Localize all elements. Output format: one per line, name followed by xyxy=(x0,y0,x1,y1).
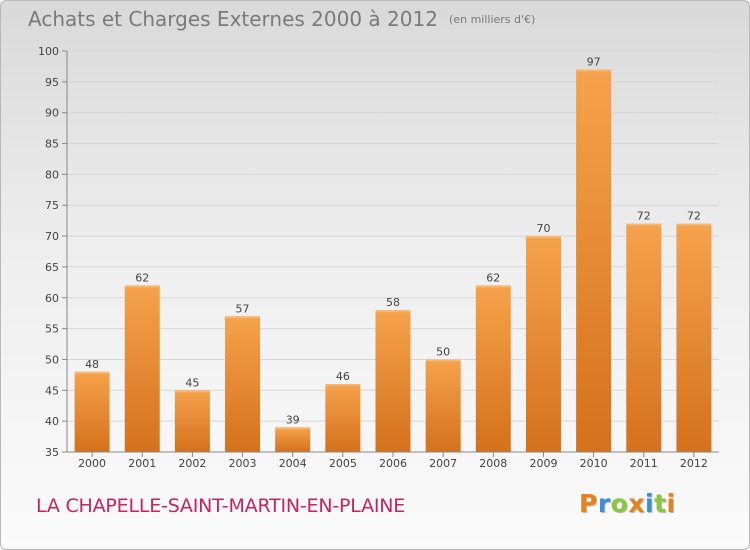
y-axis-ticks: 35 40 45 50 55 60 65 70 75 80 85 90 95 100 xyxy=(38,45,67,459)
bar-2003 xyxy=(225,316,261,452)
data-label-2009: 70 xyxy=(536,222,550,235)
y-tick-label: 90 xyxy=(45,107,59,120)
y-tick-label: 85 xyxy=(45,138,59,151)
bars xyxy=(74,69,712,452)
bar-2004 xyxy=(275,427,311,452)
bar-top-highlight xyxy=(174,390,210,393)
x-tick-label: 2002 xyxy=(178,457,206,470)
data-label-2007: 50 xyxy=(436,345,450,358)
logo-letter: r xyxy=(597,489,611,518)
x-tick-label: 2005 xyxy=(329,457,357,470)
y-tick-label: 100 xyxy=(38,45,59,58)
x-tick-label: 2003 xyxy=(229,457,257,470)
logo-letter: i xyxy=(645,489,655,518)
x-tick-label: 2008 xyxy=(479,457,507,470)
logo-letter: t xyxy=(654,489,667,518)
bar-2006 xyxy=(375,310,411,452)
y-tick-label: 95 xyxy=(45,76,59,89)
bar-2008 xyxy=(475,285,511,452)
x-tick-label: 2006 xyxy=(379,457,407,470)
chart-header: Achats et Charges Externes 2000 à 2012 (… xyxy=(28,7,535,31)
y-tick-label: 70 xyxy=(45,230,59,243)
chart-subtitle: (en milliers d'€) xyxy=(449,13,536,26)
x-tick-label: 2009 xyxy=(529,457,557,470)
y-tick-label: 55 xyxy=(45,323,59,336)
data-label-2011: 72 xyxy=(637,210,651,223)
logo-letter: P xyxy=(579,489,598,518)
y-tick-label: 80 xyxy=(45,168,59,181)
data-label-2008: 62 xyxy=(486,271,500,284)
bar-2012 xyxy=(676,223,712,452)
x-tick-label: 2004 xyxy=(279,457,307,470)
x-tick-label: 2012 xyxy=(680,457,708,470)
bar-top-highlight xyxy=(74,371,110,374)
data-label-2002: 45 xyxy=(185,376,199,389)
bar-2001 xyxy=(124,285,160,452)
bar-2011 xyxy=(626,223,662,452)
data-label-2000: 48 xyxy=(85,358,99,371)
logo-letter: i xyxy=(666,489,676,518)
logo-letter: x xyxy=(628,489,645,518)
place-name: LA CHAPELLE-SAINT-MARTIN-EN-PLAINE xyxy=(36,495,406,517)
y-tick-label: 75 xyxy=(45,199,59,212)
data-label-2004: 39 xyxy=(286,413,300,426)
x-tick-label: 2010 xyxy=(580,457,608,470)
y-tick-label: 45 xyxy=(45,384,59,397)
bar-2010 xyxy=(576,69,612,452)
data-label-2010: 97 xyxy=(587,56,601,69)
bar-2002 xyxy=(174,390,210,452)
logo-letter: o xyxy=(610,489,629,518)
bar-2007 xyxy=(425,359,461,452)
bar-top-highlight xyxy=(525,236,561,239)
bar-top-highlight xyxy=(124,285,160,288)
bar-top-highlight xyxy=(676,223,712,226)
y-tick-label: 40 xyxy=(45,415,59,428)
y-tick-label: 35 xyxy=(45,446,59,459)
proxiti-logo: Proxiti xyxy=(579,489,676,518)
bar-top-highlight xyxy=(325,384,361,387)
chart-title: Achats et Charges Externes 2000 à 2012 xyxy=(28,7,438,31)
bar-2005 xyxy=(325,384,361,452)
y-tick-label: 65 xyxy=(45,261,59,274)
y-tick-label: 60 xyxy=(45,292,59,305)
bar-top-highlight xyxy=(425,359,461,362)
x-tick-label: 2000 xyxy=(78,457,106,470)
bar-top-highlight xyxy=(225,316,261,319)
bar-top-highlight xyxy=(275,427,311,430)
data-label-2003: 57 xyxy=(236,302,250,315)
data-labels: 48 62 45 57 39 46 58 50 62 70 97 72 72 xyxy=(85,56,701,427)
x-axis-ticks: 2000 2001 2002 2003 2004 2005 2006 2007 2008 2009… xyxy=(78,452,708,470)
bar-top-highlight xyxy=(626,223,662,226)
x-tick-label: 2001 xyxy=(128,457,156,470)
data-label-2001: 62 xyxy=(135,271,149,284)
bar-top-highlight xyxy=(576,69,612,72)
bar-top-highlight xyxy=(375,310,411,313)
bar-2000 xyxy=(74,371,110,452)
y-tick-label: 50 xyxy=(45,353,59,366)
data-label-2006: 58 xyxy=(386,296,400,309)
bar-top-highlight xyxy=(475,285,511,288)
data-label-2005: 46 xyxy=(336,370,350,383)
bar-2009 xyxy=(525,236,561,452)
x-tick-label: 2011 xyxy=(630,457,658,470)
x-tick-label: 2007 xyxy=(429,457,457,470)
data-label-2012: 72 xyxy=(687,210,701,223)
